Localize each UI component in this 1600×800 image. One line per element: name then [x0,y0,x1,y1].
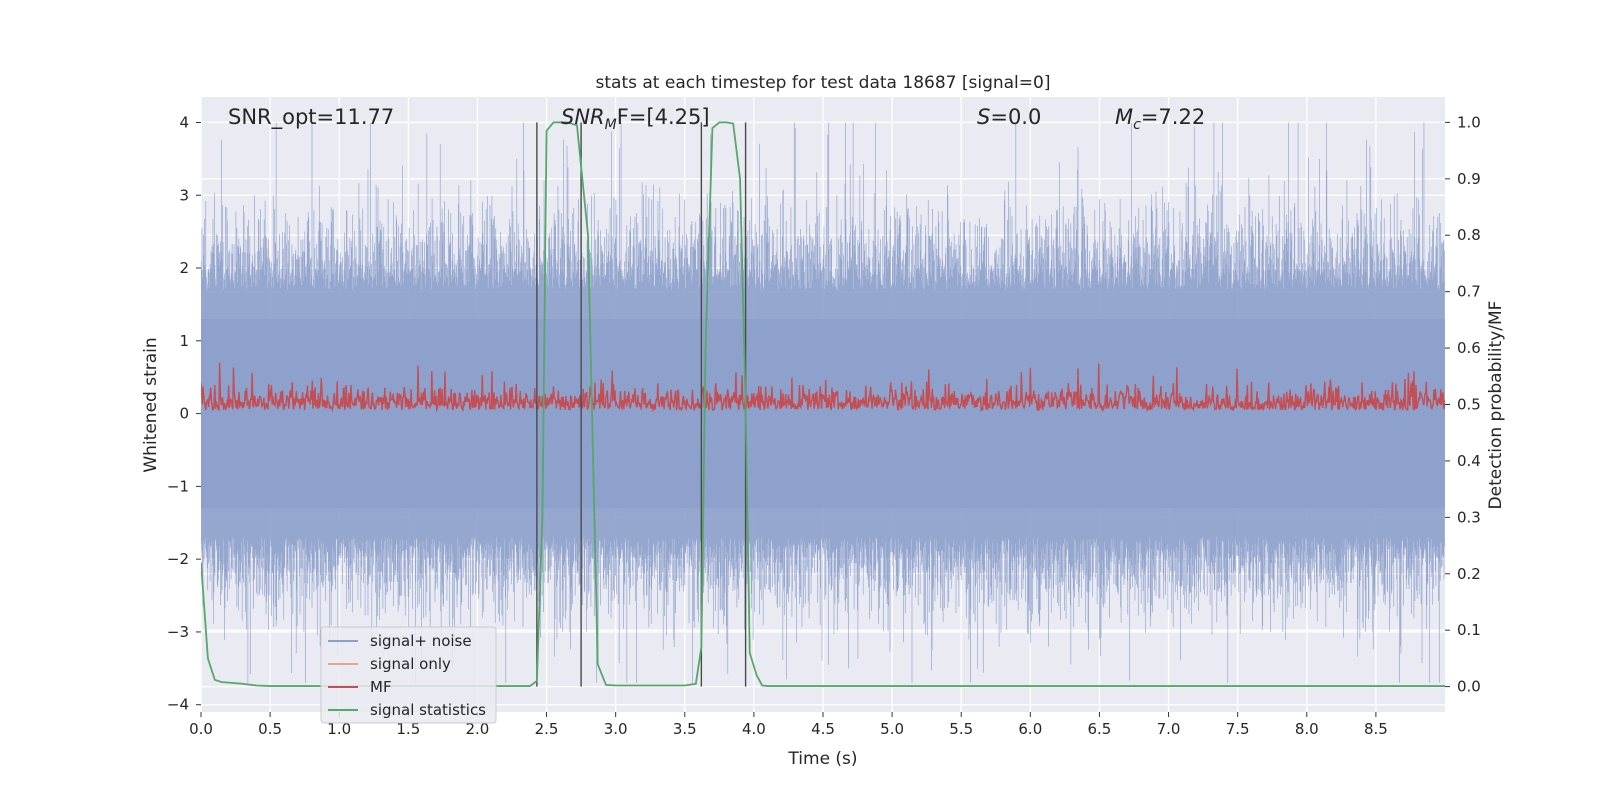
mf-line [201,362,1445,413]
x-tick-label: 4.0 [742,720,766,738]
y-left-tick-label: −4 [167,696,189,714]
signal-statistics-series [201,121,1445,687]
y-right-tick-label: 0.3 [1457,508,1481,526]
mf-series [201,362,1445,413]
annotation-snr-mf: SNRMF=[4.25] [561,105,710,133]
legend-label-signal-only: signal only [370,655,451,673]
annotation-s: S=0.0 [977,105,1041,129]
y-right-tick-label: 0.0 [1457,678,1481,696]
mc-symbol: M [1115,105,1133,129]
x-tick-label: 6.0 [1018,720,1042,738]
x-tick-label: 0.5 [258,720,282,738]
x-tick-label: 0.0 [189,720,213,738]
signal-statistics-line [201,121,1445,687]
x-tick-label: 3.5 [673,720,697,738]
x-tick-label: 8.5 [1364,720,1388,738]
y-left-tick-label: 3 [179,186,189,204]
s-value: =0.0 [990,105,1041,129]
legend-label-signal-noise: signal+ noise [370,632,472,650]
snr-mf-value: F=[4.25] [617,105,710,129]
x-tick-label: 7.5 [1226,720,1250,738]
y-right-tick-label: 0.1 [1457,621,1481,639]
y-right-tick-label: 0.5 [1457,396,1481,414]
y-right-tick-label: 1.0 [1457,113,1481,131]
chart-title: stats at each timestep for test data 186… [596,73,1051,93]
snr-mf-symbol: SNR [561,105,605,129]
x-tick-label: 3.0 [604,720,628,738]
annotation-snr-opt: SNR_opt=11.77 [228,105,394,130]
y-left-axis-ticks: 4 3 2 1 0 −1 −2 −3 −4 [167,113,201,714]
annotation-mc: Mc=7.22 [1115,105,1205,133]
s-symbol: S [977,105,990,129]
y-left-axis-label: Whitened strain [141,337,161,472]
legend-box [320,626,497,724]
mc-subscript: c [1133,117,1141,133]
y-right-tick-label: 0.6 [1457,339,1481,357]
y-right-axis-ticks: 1.0 0.9 0.8 0.7 0.6 0.5 0.4 0.3 0.2 0.1 0.0 [1445,113,1481,696]
y-left-tick-label: 1 [179,332,189,350]
mc-value: =7.22 [1141,105,1205,129]
y-right-tick-label: 0.7 [1457,283,1481,301]
x-tick-label: 6.5 [1088,720,1112,738]
x-tick-label: 2.5 [535,720,559,738]
y-right-tick-label: 0.9 [1457,170,1481,188]
signal-noise-core [201,318,1445,509]
x-tick-label: 8.0 [1295,720,1319,738]
snr-mf-subscript: M [605,117,617,133]
signal-noise-series [201,122,1445,683]
x-tick-label: 4.5 [811,720,835,738]
y-left-tick-label: −1 [167,477,189,495]
legend-label-signal-statistics: signal statistics [370,701,486,719]
y-right-axis-label: Detection probability/MF [1486,301,1506,510]
x-tick-label: 2.0 [466,720,490,738]
y-right-tick-label: 0.8 [1457,226,1481,244]
x-tick-label: 1.0 [327,720,351,738]
y-right-tick-label: 0.2 [1457,565,1481,583]
x-axis-label: Time (s) [787,749,857,769]
y-right-tick-label: 0.4 [1457,452,1481,470]
x-tick-label: 5.0 [880,720,904,738]
x-tick-label: 7.0 [1157,720,1181,738]
y-left-tick-label: −2 [167,550,189,568]
x-tick-label: 5.5 [949,720,973,738]
y-left-tick-label: 0 [179,405,189,423]
y-left-tick-label: −3 [167,623,189,641]
legend: signal+ noise signal only MF signal stat… [320,626,497,724]
y-left-tick-label: 2 [179,259,189,277]
legend-label-mf: MF [370,678,392,696]
x-axis-ticks: 0.0 0.5 1.0 1.5 2.0 2.5 3.0 3.5 4.0 4.5 5.0 5.5 6.0 6… [189,712,1388,738]
x-tick-label: 1.5 [396,720,420,738]
y-left-tick-label: 4 [179,113,189,131]
